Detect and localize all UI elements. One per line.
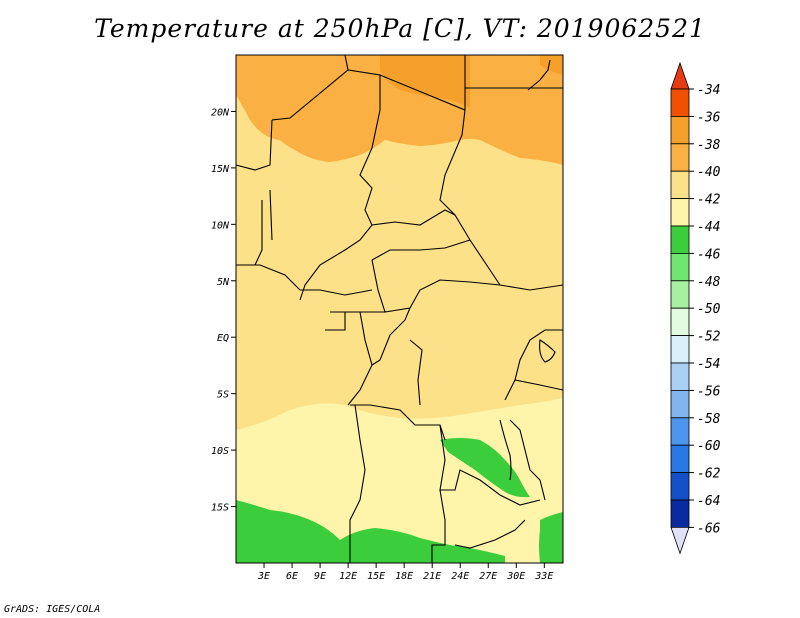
border-line-k [319,289,373,296]
colorbar-segment [670,88,690,117]
colorbar-segment [670,444,690,474]
lat-tick-label: 15N [211,164,230,175]
field-hot-patch-east [540,55,563,75]
colorbar-label: -60 [697,439,721,454]
border-line-o [347,364,373,406]
border-line-r [439,424,541,506]
lon-tick-label: 9E [314,571,326,582]
colorbar-segment [670,335,690,364]
border-line-d [439,109,564,291]
colorbar-segment [670,170,690,199]
border-line-t [454,519,526,549]
credit-text: GrADS: IGES/COLA [4,604,101,615]
border-line-sinai [527,59,551,91]
lon-tick-label: 21E [423,571,441,582]
border-line-a [271,69,381,301]
colorbar-segment [670,225,690,254]
lon-tick-label: 3E [257,571,270,582]
map-panel [235,54,564,563]
country-borders [235,54,564,563]
map-title: Temperature at 250hPa [C], VT: 201906252… [94,14,706,43]
colorbar-segment [670,198,690,227]
colorbar-label: -54 [697,357,720,372]
lat-tick-label: EQ [217,333,229,344]
colorbar-segment [670,280,690,309]
colorbar-segment [670,307,690,337]
border-line-y [269,189,273,241]
colorbar: -34 -36 -38 -40 -42 -44 -46 -48 -50 -52 -54 -56 -58 -… [670,61,721,555]
lat-tick-label: 20N [211,107,230,118]
lat-tick-label: 5N [217,277,230,288]
lon-tick-label: 27E [479,571,497,582]
colorbar-segment [670,252,690,282]
colorbar-bottom-triangle [670,527,690,555]
field-green-east [440,438,530,498]
lat-tick-label: 10S [211,446,229,457]
colorbar-label: -52 [697,330,721,345]
colorbar-segment [670,389,690,419]
border-line-m [325,312,346,331]
colorbar-label: -38 [697,138,721,153]
colorbar-label: -66 [697,521,721,536]
border-line-east-lake [539,339,556,363]
border-line-w [514,379,564,391]
lon-tick-label: 15E [367,571,385,582]
longitude-axis: 3E 6E 9E 12E 15E 18E 21E 24E 27E 30E 33E [257,563,553,582]
border-line-s [431,489,446,563]
border-line-z [409,339,423,406]
colorbar-label: -50 [697,302,721,317]
colorbar-label: -48 [697,275,721,290]
colorbar-segment [670,143,690,172]
border-line-i [235,119,273,171]
colorbar-label: -40 [697,165,721,180]
lon-tick-label: 24E [451,571,469,582]
border-line-q [349,404,366,563]
border-line-lake [499,419,512,481]
field-green-southwest [236,500,505,563]
field-cool-south [236,398,563,563]
colorbar-label: -62 [697,467,721,482]
border-line-h [371,259,501,313]
colorbar-label: -58 [697,412,721,427]
colorbar-label: -44 [697,220,720,235]
field-green-southeast [539,512,563,563]
colorbar-segment [670,472,690,501]
lon-tick-label: 12E [339,571,357,582]
lon-tick-label: 30E [506,571,525,582]
colorbar-label: -56 [697,384,721,399]
border-line-u [509,419,546,501]
border-line-n [359,307,411,366]
lon-tick-label: 6E [286,571,298,582]
colorbar-top-triangle [670,61,690,90]
border-line-b [344,54,349,71]
field-warm-north [236,55,563,165]
lon-tick-label: 33E [534,571,553,582]
colorbar-segment [670,116,690,145]
latitude-axis: 20N 15N 10N 5N EQ 5S 10S 15S [211,107,236,514]
colorbar-label: -42 [697,193,721,208]
border-line-v [504,329,563,401]
border-line-x [254,200,263,266]
border-line-g [371,239,471,261]
lat-tick-label: 5S [217,390,229,401]
colorbar-label: -34 [697,83,720,98]
colorbar-label: -36 [697,110,721,125]
colorbar-segment [670,499,690,528]
colorbar-segment [670,417,690,446]
lat-tick-label: 10N [211,220,230,231]
colorbar-label: -46 [697,247,721,262]
field-hot-patch [380,55,470,108]
border-line-f [371,209,456,226]
colorbar-label: -64 [697,494,720,509]
lat-tick-label: 15S [211,503,229,514]
colorbar-segment [670,362,690,391]
border-line-j [236,264,320,291]
lon-tick-label: 18E [395,571,413,582]
map-frame [235,54,564,564]
